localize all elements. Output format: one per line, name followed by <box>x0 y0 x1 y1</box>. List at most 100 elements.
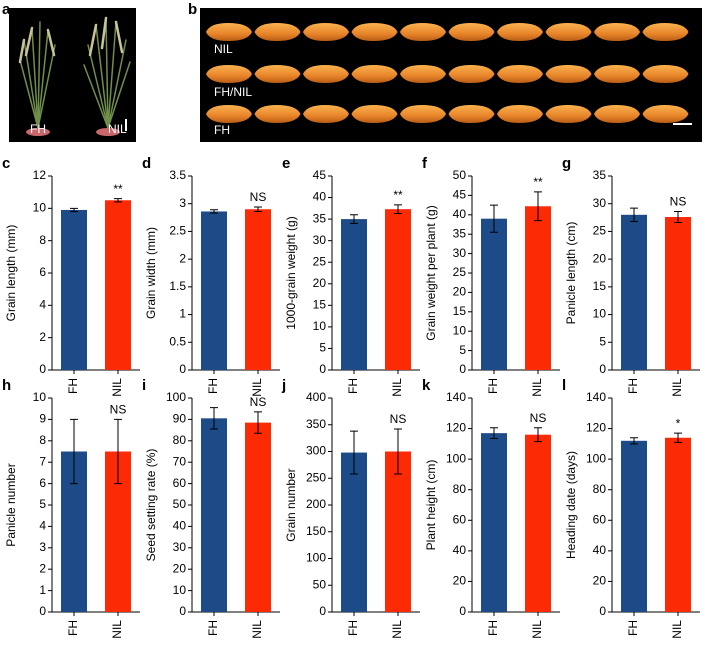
grain <box>254 65 301 83</box>
x-tick-label: FH <box>66 378 80 394</box>
y-tick-label: 20 <box>593 574 607 588</box>
x-tick-label: NIL <box>390 620 404 639</box>
bar <box>341 219 367 370</box>
y-tick-label: 140 <box>586 390 606 404</box>
error-bar <box>350 214 358 224</box>
y-tick-label: 50 <box>313 577 327 591</box>
y-tick-label: 50 <box>453 168 467 182</box>
bar <box>385 451 411 612</box>
error-bar <box>254 206 262 212</box>
y-tick-label: 5 <box>599 334 606 348</box>
y-tick-label: 100 <box>586 451 606 465</box>
grain <box>545 105 592 123</box>
y-axis-label: Grain width (mm) <box>144 227 158 319</box>
y-tick-label: 0 <box>599 604 606 618</box>
grain <box>545 23 592 41</box>
panel-letter: b <box>188 1 197 18</box>
x-tick-label: NIL <box>390 378 404 397</box>
grain <box>594 65 640 83</box>
bar <box>341 452 367 612</box>
grain <box>594 105 640 123</box>
grain <box>206 65 252 83</box>
y-tick-label: 1.5 <box>169 279 186 293</box>
y-tick-label: 30 <box>313 233 327 247</box>
y-tick-label: 80 <box>453 482 467 496</box>
y-tick-label: 10 <box>313 319 327 333</box>
y-tick-label: 15 <box>313 298 327 312</box>
grain <box>497 105 543 123</box>
grain <box>303 23 349 41</box>
significance: * <box>676 416 681 430</box>
y-tick-label: 10 <box>453 323 467 337</box>
y-tick-label: 40 <box>593 543 607 557</box>
error-bar <box>490 204 498 233</box>
y-tick-label: 9 <box>39 412 46 426</box>
x-tick-label: FH <box>486 620 500 636</box>
x-tick-label: FH <box>486 378 500 394</box>
grain <box>400 23 446 41</box>
y-axis-label: Grain weight per plant (g) <box>424 205 438 340</box>
x-tick-label: FH <box>66 620 80 636</box>
y-tick-label: 5 <box>319 341 326 355</box>
y-tick-label: 20 <box>453 574 467 588</box>
grain <box>206 105 252 123</box>
error-bar <box>70 207 78 213</box>
y-tick-label: 0.5 <box>169 334 186 348</box>
panel-letter: k <box>422 377 431 394</box>
plants <box>18 16 131 136</box>
x-tick-label: NIL <box>670 620 684 639</box>
y-tick-label: 25 <box>313 254 327 268</box>
bar <box>665 437 691 612</box>
y-tick-label: 1 <box>39 583 46 597</box>
y-tick-label: 0 <box>39 604 46 618</box>
y-axis-label: Panicle length (cm) <box>564 222 578 325</box>
panel-letter: d <box>142 155 151 172</box>
x-tick-label: FH <box>206 378 220 394</box>
significance: NS <box>110 403 127 417</box>
y-tick-label: 15 <box>593 279 607 293</box>
bar <box>621 440 647 612</box>
y-tick-label: 120 <box>446 421 466 435</box>
panel-letter: l <box>562 377 566 394</box>
error-bar <box>674 432 682 443</box>
panel-letter: c <box>2 155 10 172</box>
y-tick-label: 4 <box>39 519 46 533</box>
grain <box>497 65 543 83</box>
y-tick-label: 0 <box>459 604 466 618</box>
y-tick-label: 0 <box>599 362 606 376</box>
panel-letter: f <box>422 155 428 172</box>
y-tick-label: 2 <box>39 561 46 575</box>
bar <box>665 217 691 370</box>
plant-label: NIL <box>108 122 127 136</box>
y-tick-label: 0 <box>179 362 186 376</box>
y-tick-label: 20 <box>453 285 467 299</box>
y-tick-label: 0 <box>39 362 46 376</box>
grain <box>303 105 349 123</box>
y-tick-label: 20 <box>593 251 607 265</box>
y-tick-label: 5 <box>459 343 466 357</box>
y-tick-label: 0 <box>319 604 326 618</box>
y-tick-label: 60 <box>173 476 187 490</box>
grain <box>642 23 689 41</box>
y-tick-label: 30 <box>593 196 607 210</box>
bar <box>245 422 271 612</box>
grain-label: NIL <box>214 42 233 56</box>
x-tick-label: NIL <box>110 620 124 639</box>
y-tick-label: 0 <box>459 362 466 376</box>
y-tick-label: 120 <box>586 421 606 435</box>
grain <box>351 23 398 41</box>
y-tick-label: 4 <box>39 298 46 312</box>
y-tick-label: 250 <box>306 470 326 484</box>
panel-letter: e <box>282 155 290 172</box>
y-tick-label: 2 <box>179 251 186 265</box>
bar <box>481 433 507 612</box>
y-tick-label: 3 <box>39 540 46 554</box>
error-bar <box>534 427 542 443</box>
y-tick-label: 140 <box>446 390 466 404</box>
error-bar <box>534 191 542 222</box>
y-axis-label: Grain length (mm) <box>4 225 18 322</box>
y-tick-label: 100 <box>166 390 186 404</box>
y-tick-label: 100 <box>446 451 466 465</box>
bar <box>525 434 551 612</box>
